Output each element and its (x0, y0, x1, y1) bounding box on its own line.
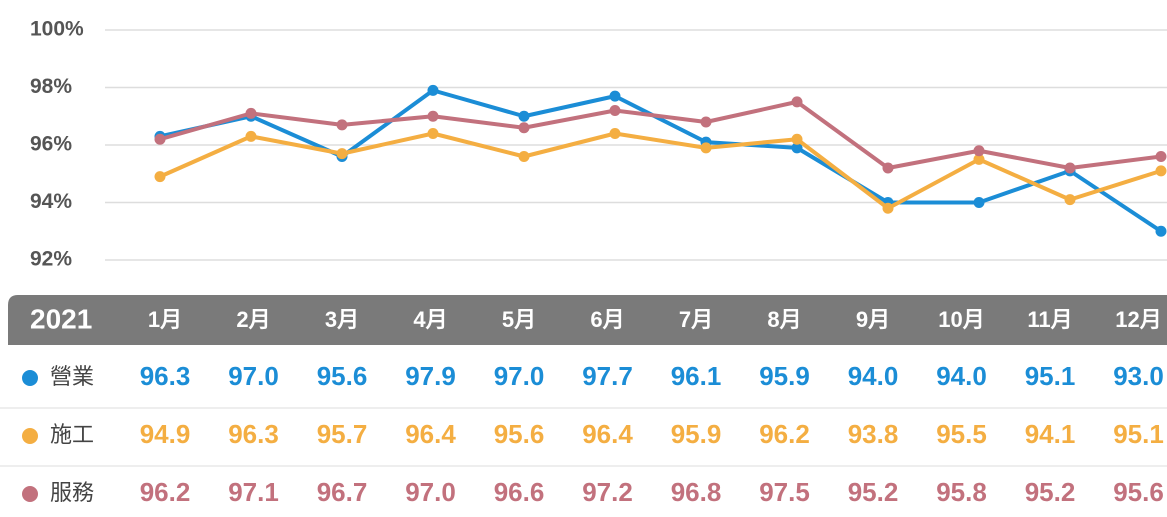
point (1064, 162, 1076, 174)
legend-dot (22, 486, 38, 502)
value-label: 96.6 (494, 477, 545, 507)
value-label: 95.6 (317, 361, 368, 391)
series-line (159, 131, 1162, 211)
table-header (8, 295, 1167, 345)
x-tick-label: 11月 (1027, 307, 1072, 332)
point (245, 107, 257, 119)
value-label: 96.8 (671, 477, 722, 507)
point (700, 116, 712, 128)
value-label: 93.0 (1113, 361, 1164, 391)
legend-label: 施工 (50, 422, 94, 447)
x-tick-label: 10月 (938, 307, 984, 332)
point (609, 128, 621, 139)
point (518, 110, 530, 122)
point (700, 142, 712, 154)
point (973, 197, 985, 208)
point (1155, 165, 1167, 177)
value-label: 95.6 (494, 419, 545, 449)
point (336, 148, 348, 160)
point (791, 142, 803, 154)
value-label: 96.3 (228, 419, 279, 449)
point (1064, 194, 1076, 206)
legend-label: 營業 (50, 364, 94, 389)
x-tick-label: 6月 (590, 307, 624, 332)
point (336, 119, 348, 131)
legend-label: 服務 (50, 480, 94, 505)
value-label: 94.0 (936, 361, 987, 391)
value-label: 94.9 (140, 419, 191, 449)
value-label: 97.5 (759, 477, 810, 507)
value-label: 97.1 (228, 477, 279, 507)
point (518, 151, 530, 162)
point (427, 128, 439, 139)
value-label: 95.6 (1113, 477, 1164, 507)
point (427, 84, 439, 96)
y-tick-label: 98% (30, 75, 72, 98)
point (1155, 151, 1167, 162)
value-label: 94.0 (848, 361, 899, 391)
value-label: 96.7 (317, 477, 368, 507)
x-tick-label: 8月 (767, 307, 801, 332)
x-tick-label: 2月 (236, 307, 270, 332)
y-tick-label: 96% (30, 133, 72, 156)
value-label: 96.4 (582, 419, 633, 449)
x-tick-label: 7月 (679, 307, 713, 332)
value-label: 94.1 (1025, 419, 1076, 449)
x-tick-label: 9月 (856, 307, 890, 332)
value-label: 93.8 (848, 419, 899, 449)
value-label: 95.9 (671, 419, 722, 449)
point (245, 130, 257, 142)
legend-dot (22, 428, 38, 444)
x-tick-label: 12月 (1115, 307, 1161, 332)
point (609, 90, 621, 102)
value-label: 96.2 (759, 419, 810, 449)
value-label: 97.7 (582, 361, 633, 391)
value-label: 95.1 (1025, 361, 1076, 391)
series-line (159, 88, 1163, 233)
point (154, 133, 166, 145)
value-label: 95.2 (848, 477, 899, 507)
point (427, 110, 439, 122)
point (1155, 225, 1167, 237)
value-label: 96.4 (405, 419, 456, 449)
value-label: 97.0 (494, 361, 545, 391)
value-label: 97.0 (228, 361, 279, 391)
value-label: 96.1 (671, 361, 722, 391)
point (882, 162, 894, 174)
point (154, 171, 166, 183)
point (973, 145, 985, 157)
value-label: 95.8 (936, 477, 987, 507)
x-tick-label: 3月 (325, 307, 359, 332)
point (882, 202, 894, 214)
point (973, 153, 985, 165)
value-label: 95.7 (317, 419, 368, 449)
value-label: 95.2 (1025, 477, 1076, 507)
value-label: 95.1 (1113, 419, 1164, 449)
point (791, 133, 803, 145)
x-tick-label: 5月 (502, 307, 536, 332)
value-label: 97.0 (405, 477, 456, 507)
value-label: 95.9 (759, 361, 810, 391)
series-line (159, 99, 1162, 170)
y-tick-label: 100% (30, 18, 84, 41)
value-label: 97.9 (405, 361, 456, 391)
point (518, 122, 530, 134)
y-tick-label: 92% (30, 248, 72, 271)
value-label: 97.2 (582, 477, 633, 507)
value-label: 95.5 (936, 419, 987, 449)
y-tick-label: 94% (30, 190, 72, 213)
legend-dot (22, 370, 38, 386)
point (609, 105, 621, 116)
x-tick-label: 4月 (413, 307, 447, 332)
point (791, 96, 803, 108)
value-label: 96.2 (140, 477, 191, 507)
table-year: 2021 (30, 303, 92, 334)
value-label: 96.3 (140, 361, 191, 391)
x-tick-label: 1月 (148, 307, 182, 332)
